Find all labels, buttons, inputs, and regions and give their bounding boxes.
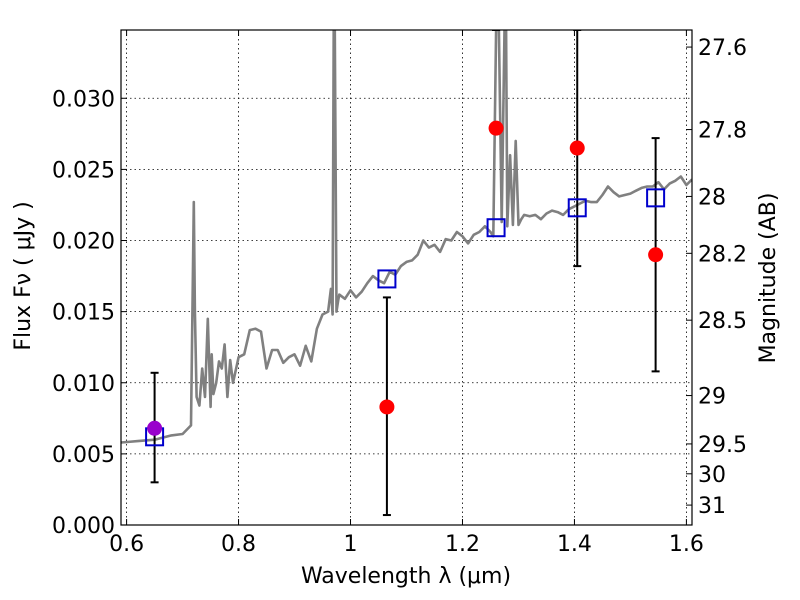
model-point-marker: [567, 198, 587, 218]
y2-tick-label: 30: [698, 463, 726, 488]
y2-tick-labels: 27.6 27.8 28 28.2 28.5 29 29.5 30 31: [698, 36, 747, 519]
x-tick-label: 0.6: [109, 532, 144, 557]
y-tick-label: 0.000: [52, 514, 115, 539]
grid: [121, 30, 692, 526]
observed-point-marker: [147, 420, 163, 436]
y2-tick-label: 27.6: [698, 36, 747, 61]
y2-tick-label: 31: [698, 494, 726, 519]
plot-frame: [120, 29, 693, 526]
y-tick-label: 0.025: [52, 158, 115, 183]
model-point-marker: [377, 269, 397, 289]
y-axis-label: Flux Fν ( μJy ): [11, 201, 36, 350]
y2-tick-label: 28.5: [698, 309, 747, 334]
y-tick-label: 0.030: [52, 87, 115, 112]
model-point-marker: [646, 188, 666, 208]
x-tick-label: 0.8: [221, 532, 256, 557]
y2-tick-label: 29.5: [698, 433, 747, 458]
observed-photometry-series: [147, 120, 664, 436]
plot-area: [121, 30, 692, 517]
x-tick-labels: 0.6 0.8 1 1.2 1.4 1.6: [109, 532, 704, 557]
y2-tick-label: 29: [698, 385, 726, 410]
spectrum-series: [121, 30, 692, 444]
y2-axis-label: Magnitude (AB): [756, 193, 781, 364]
x-axis-label: Wavelength λ (μm): [301, 564, 511, 589]
axis-ticks: [121, 30, 692, 526]
error-bars: [150, 30, 660, 517]
spectrum-line: [121, 30, 692, 444]
y-tick-labels: 0.000 0.005 0.010 0.015 0.020 0.025 0.030: [52, 87, 115, 539]
y2-tick-label: 28.2: [698, 242, 747, 267]
x-tick-label: 1: [344, 532, 358, 557]
observed-point-marker: [488, 120, 504, 136]
y2-tick-label: 28: [698, 185, 726, 210]
y2-tick-label: 27.8: [698, 119, 747, 144]
observed-point-marker: [569, 140, 585, 156]
observed-point-marker: [379, 399, 395, 415]
y-tick-label: 0.015: [52, 301, 115, 326]
y-tick-label: 0.005: [52, 443, 115, 468]
y-tick-label: 0.020: [52, 230, 115, 255]
model-point-marker: [486, 218, 506, 238]
x-tick-label: 1.2: [445, 532, 480, 557]
x-tick-label: 1.4: [557, 532, 592, 557]
model-photometry-series: [145, 188, 666, 447]
x-tick-label: 1.6: [669, 532, 704, 557]
y-tick-label: 0.010: [52, 372, 115, 397]
observed-point-marker: [648, 247, 664, 263]
